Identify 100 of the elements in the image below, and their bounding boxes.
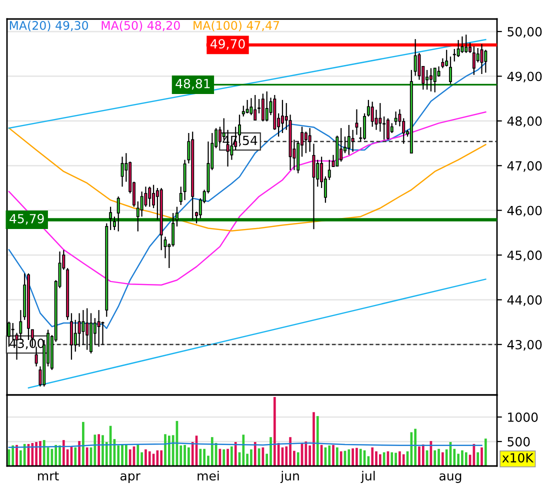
- candlestick: [86, 308, 89, 350]
- bar: [418, 446, 420, 466]
- bar: [39, 441, 42, 466]
- candlestick: [109, 206, 112, 231]
- ref-line-label: 48,81: [176, 78, 210, 90]
- bar: [312, 412, 315, 466]
- candlestick: [78, 312, 81, 348]
- candlestick: [472, 46, 476, 76]
- bar: [340, 451, 342, 466]
- y-tick-label: 45,00: [507, 250, 542, 262]
- y-tick-label: 43,00: [507, 340, 542, 351]
- y-tick-label: 50,00: [508, 26, 542, 38]
- bar: [461, 450, 464, 466]
- bar: [128, 449, 132, 466]
- bar: [16, 444, 18, 466]
- bar: [42, 440, 46, 466]
- bar: [375, 451, 378, 466]
- bar: [58, 445, 61, 466]
- bar: [476, 452, 480, 466]
- bar: [250, 449, 252, 466]
- candlestick: [363, 112, 366, 140]
- candlestick: [386, 118, 390, 140]
- bar: [136, 444, 140, 466]
- bar: [184, 444, 186, 466]
- candlestick: [433, 68, 436, 93]
- bar: [234, 442, 237, 466]
- text: MA(50) 48,20: [102, 20, 180, 32]
- candlestick: [426, 69, 429, 90]
- candlestick: [175, 206, 178, 228]
- candlestick: [242, 105, 245, 118]
- bar: [242, 434, 245, 466]
- bar: [144, 449, 147, 466]
- bar: [12, 445, 14, 466]
- bar: [438, 448, 440, 466]
- bar: [270, 437, 272, 466]
- bar: [222, 449, 226, 466]
- text: MA(20) 49,30: [10, 20, 88, 32]
- candlestick: [280, 99, 284, 134]
- candlestick: [304, 131, 308, 154]
- x-tick-label: jun: [280, 470, 299, 483]
- candlestick: [97, 310, 100, 348]
- x-tick-label: apr: [120, 473, 140, 483]
- bar: [480, 447, 483, 466]
- candlestick: [382, 116, 386, 140]
- x-tick-label: jul: [360, 470, 375, 483]
- bar: [74, 447, 77, 466]
- candlestick: [101, 321, 104, 346]
- bar: [371, 447, 374, 466]
- candlestick: [452, 48, 456, 62]
- line-series: [8, 111, 486, 286]
- candlestick: [429, 68, 432, 92]
- bar: [98, 434, 100, 466]
- candlestick: [484, 49, 488, 74]
- x-tick-label: mei: [198, 470, 219, 481]
- candlestick: [116, 196, 120, 232]
- ref-line-label: 49,70: [210, 39, 245, 50]
- ref-line-label: 45,79: [10, 214, 44, 225]
- bar: [484, 438, 487, 466]
- y-tick-label: 1000: [508, 412, 538, 422]
- bar: [199, 448, 202, 466]
- bar: [356, 448, 358, 466]
- bar: [359, 448, 362, 466]
- bar: [94, 434, 96, 466]
- bar: [230, 446, 233, 466]
- bar: [203, 448, 206, 466]
- y-tick-label: 47,00: [507, 161, 542, 172]
- candlestick: [70, 312, 73, 360]
- bar: [188, 447, 190, 466]
- y-tick-label: 44,00: [507, 295, 542, 306]
- candlestick: [460, 36, 464, 54]
- bar: [121, 444, 124, 466]
- y-tick-label: 500: [508, 436, 530, 446]
- candlestick: [355, 108, 358, 136]
- line-series: [8, 127, 486, 232]
- bar: [31, 442, 34, 466]
- bar: [378, 454, 382, 466]
- bar: [273, 396, 276, 466]
- candlestick: [152, 184, 156, 209]
- bar: [35, 442, 38, 466]
- bar: [82, 422, 84, 466]
- bar: [332, 444, 334, 466]
- bar: [348, 449, 350, 466]
- y-tick-label: 46,00: [507, 206, 542, 217]
- candlestick: [351, 129, 354, 152]
- text: x10K: [502, 453, 534, 463]
- bar: [289, 437, 292, 466]
- candlestick: [172, 212, 175, 248]
- bar: [125, 444, 128, 466]
- candlestick: [308, 128, 312, 152]
- bar: [86, 447, 88, 466]
- candlestick: [340, 128, 343, 162]
- bar: [422, 444, 424, 466]
- text: MA(100) 47,47: [194, 20, 280, 32]
- bar: [464, 452, 468, 466]
- bar: [102, 435, 104, 466]
- y-tick-label: 49,00: [507, 72, 542, 82]
- bar: [148, 451, 151, 466]
- candlestick: [328, 159, 331, 181]
- candlestick: [265, 90, 268, 122]
- x-tick-label: aug: [439, 473, 462, 483]
